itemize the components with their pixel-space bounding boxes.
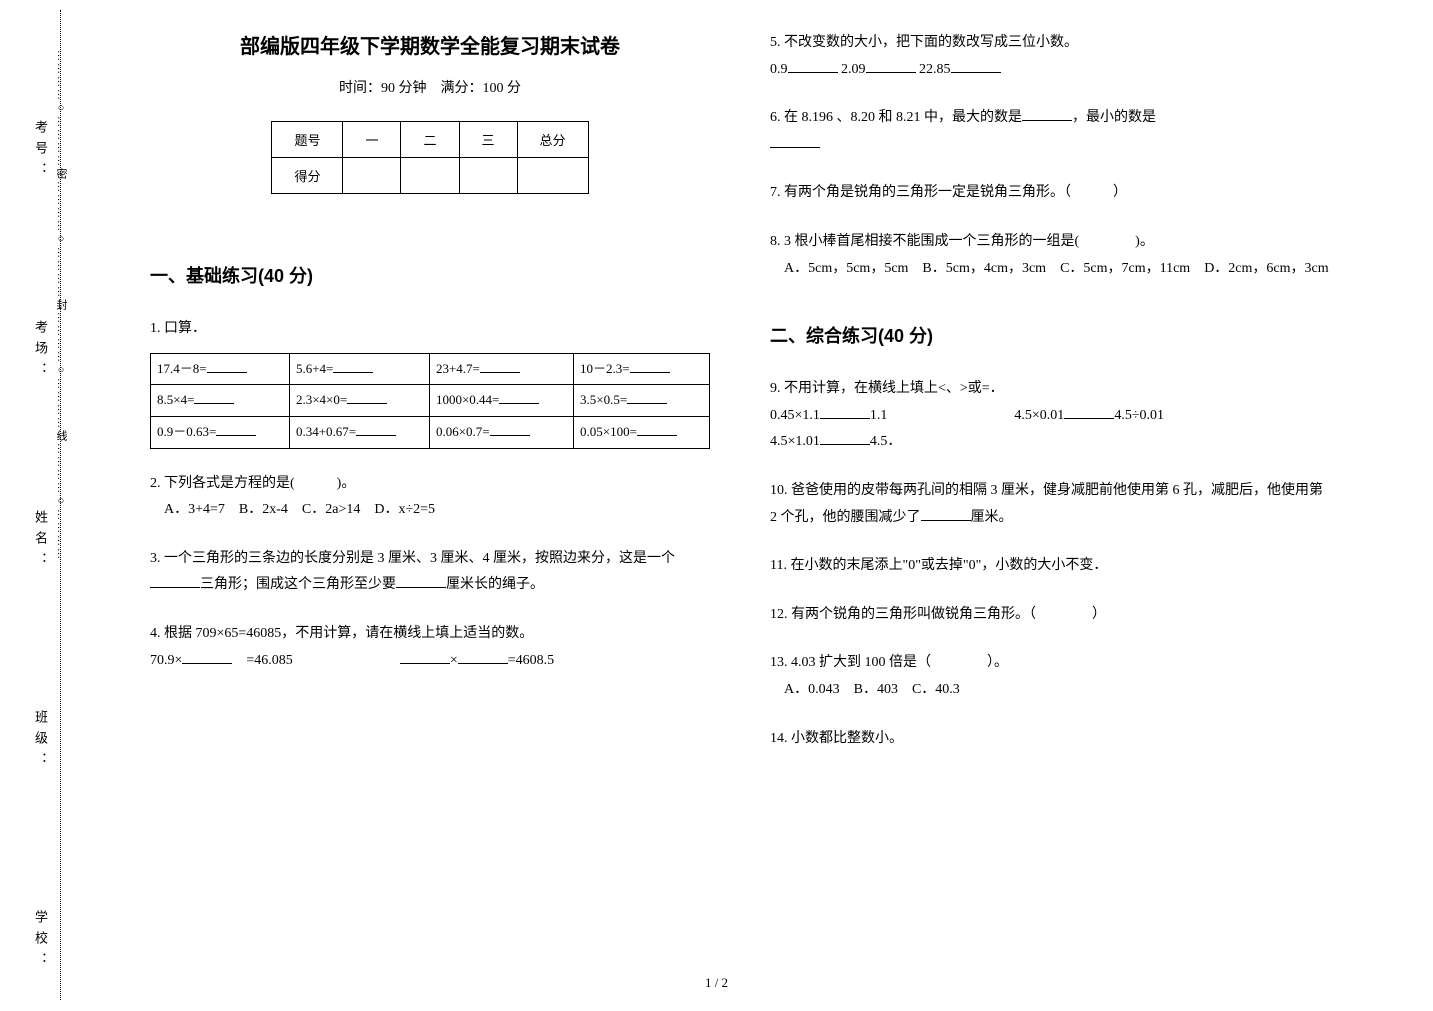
q5-line: 0.9 2.09 22.85 xyxy=(770,57,1330,84)
q4-line: 70.9× =46.085 ×=4608.5 xyxy=(150,648,710,675)
q1-cell: 1000×0.44= xyxy=(429,385,573,417)
q1-table: 17.4－8= 5.6+4= 23+4.7= 10－2.3= 8.5×4= 2.… xyxy=(150,353,710,449)
q3-text-c: 厘米长的绳子。 xyxy=(446,577,544,592)
score-head-3: 三 xyxy=(459,122,517,158)
question-13: 13. 4.03 扩大到 100 倍是（ ）。 A．0.043 B．403 C．… xyxy=(770,650,1330,703)
score-head-2: 二 xyxy=(401,122,459,158)
question-6: 6. 在 8.196 、8.20 和 8.21 中，最大的数是 ，最小的数是 xyxy=(770,105,1330,158)
question-7: 7. 有两个角是锐角的三角形一定是锐角三角形。（ ） xyxy=(770,180,1330,207)
q9-label: 9. 不用计算，在横线上填上<、>或=． xyxy=(770,376,1330,403)
q1-cell: 0.34+0.67= xyxy=(289,416,429,448)
q2-label: 2. 下列各式是方程的是( )。 xyxy=(150,471,710,498)
q1-cell: 10－2.3= xyxy=(573,353,709,385)
score-cell xyxy=(343,158,401,194)
page: 部编版四年级下学期数学全能复习期末试卷 时间：90 分钟 满分：100 分 题号… xyxy=(150,30,1410,990)
q1-cell: 2.3×4×0= xyxy=(289,385,429,417)
q2-options: A．3+4=7 B．2x-4 C．2a>14 D．x÷2=5 xyxy=(150,497,710,524)
q1-cell: 3.5×0.5= xyxy=(573,385,709,417)
question-3: 3. 一个三角形的三条边的长度分别是 3 厘米、3 厘米、4 厘米，按照边来分，… xyxy=(150,546,710,599)
section-1-title: 一、基础练习(40 分) xyxy=(150,262,710,288)
question-1: 1. 口算． 17.4－8= 5.6+4= 23+4.7= 10－2.3= 8.… xyxy=(150,316,710,449)
q5-label: 5. 不改变数的大小，把下面的数改写成三位小数。 xyxy=(770,30,1330,57)
question-11: 11. 在小数的末尾添上"0"或去掉"0"，小数的大小不变． xyxy=(770,553,1330,580)
score-row-label: 得分 xyxy=(272,158,343,194)
page-number: 1 / 2 xyxy=(705,975,728,991)
q6-text-b: ，最小的数是 xyxy=(1072,110,1156,125)
q8-options: A．5cm，5cm，5cm B．5cm，4cm，3cm C．5cm，7cm，11… xyxy=(770,256,1330,283)
score-table: 题号 一 二 三 总分 得分 xyxy=(271,121,588,194)
question-12: 12. 有两个锐角的三角形叫做锐角三角形。（ ） xyxy=(770,602,1330,629)
score-head-1: 一 xyxy=(343,122,401,158)
q1-cell: 17.4－8= xyxy=(151,353,290,385)
score-head-4: 总分 xyxy=(517,122,588,158)
exam-title: 部编版四年级下学期数学全能复习期末试卷 xyxy=(150,30,710,59)
q9-line1: 0.45×1.11.1 4.5×0.014.5÷0.01 xyxy=(770,403,1330,430)
column-right: 5. 不改变数的大小，把下面的数改写成三位小数。 0.9 2.09 22.85 … xyxy=(770,30,1330,990)
q1-cell: 5.6+4= xyxy=(289,353,429,385)
score-cell xyxy=(459,158,517,194)
binding-strip: 学校： 班级： 姓名： 考场： 考号： …………○…………密…………○…………封… xyxy=(60,10,110,1000)
q10-text-a: 10. 爸爸使用的皮带每两孔间的相隔 3 厘米，健身减肥前他使用第 6 孔，减肥… xyxy=(770,483,1323,525)
q1-cell: 0.9－0.63= xyxy=(151,416,290,448)
question-9: 9. 不用计算，在横线上填上<、>或=． 0.45×1.11.1 4.5×0.0… xyxy=(770,376,1330,456)
q10-text-b: 厘米。 xyxy=(971,510,1013,525)
q1-cell: 23+4.7= xyxy=(429,353,573,385)
binding-label-school: 学校： xyxy=(31,910,50,973)
score-head-0: 题号 xyxy=(272,122,343,158)
q9-line2: 4.5×1.014.5． xyxy=(770,429,1330,456)
q13-label: 13. 4.03 扩大到 100 倍是（ ）。 xyxy=(770,650,1330,677)
question-2: 2. 下列各式是方程的是( )。 A．3+4=7 B．2x-4 C．2a>14 … xyxy=(150,471,710,524)
section-2-title: 二、综合练习(40 分) xyxy=(770,322,1330,348)
question-10: 10. 爸爸使用的皮带每两孔间的相隔 3 厘米，健身减肥前他使用第 6 孔，减肥… xyxy=(770,478,1330,531)
q8-label: 8. 3 根小棒首尾相接不能围成一个三角形的一组是( )。 xyxy=(770,229,1330,256)
binding-label-room: 考场： xyxy=(31,320,50,383)
q6-text-a: 6. 在 8.196 、8.20 和 8.21 中，最大的数是 xyxy=(770,110,1022,125)
binding-label-name: 姓名： xyxy=(31,510,50,573)
question-4: 4. 根据 709×65=46085，不用计算，请在横线上填上适当的数。 70.… xyxy=(150,621,710,674)
binding-label-class: 班级： xyxy=(31,710,50,773)
q1-cell: 8.5×4= xyxy=(151,385,290,417)
question-5: 5. 不改变数的大小，把下面的数改写成三位小数。 0.9 2.09 22.85 xyxy=(770,30,1330,83)
q4-label: 4. 根据 709×65=46085，不用计算，请在横线上填上适当的数。 xyxy=(150,621,710,648)
binding-label-id: 考号： xyxy=(31,120,50,183)
exam-subtitle: 时间：90 分钟 满分：100 分 xyxy=(150,77,710,97)
q3-text-a: 3. 一个三角形的三条边的长度分别是 3 厘米、3 厘米、4 厘米，按照边来分，… xyxy=(150,551,675,566)
q1-cell: 0.06×0.7= xyxy=(429,416,573,448)
score-cell xyxy=(517,158,588,194)
q13-options: A．0.043 B．403 C．40.3 xyxy=(770,677,1330,704)
q1-cell: 0.05×100= xyxy=(573,416,709,448)
q3-text-b: 三角形；围成这个三角形至少要 xyxy=(200,577,396,592)
binding-seal-line: …………○…………密…………○…………封…………○…………线…………○………… xyxy=(53,50,69,561)
column-left: 部编版四年级下学期数学全能复习期末试卷 时间：90 分钟 满分：100 分 题号… xyxy=(150,30,710,990)
score-cell xyxy=(401,158,459,194)
q1-label: 1. 口算． xyxy=(150,316,710,343)
question-14: 14. 小数都比整数小。 xyxy=(770,726,1330,753)
question-8: 8. 3 根小棒首尾相接不能围成一个三角形的一组是( )。 A．5cm，5cm，… xyxy=(770,229,1330,282)
